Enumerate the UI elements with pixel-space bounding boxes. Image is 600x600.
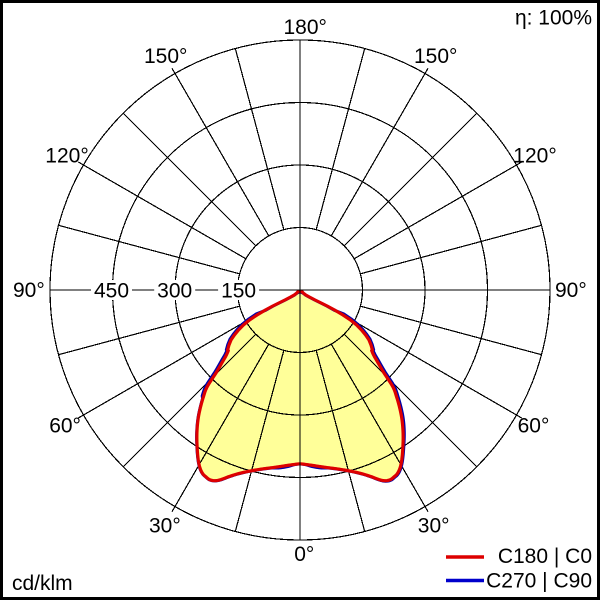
svg-text:30°: 30° (418, 515, 450, 538)
svg-text:120°: 120° (513, 144, 556, 167)
svg-text:30°: 30° (149, 515, 181, 538)
svg-text:90°: 90° (13, 279, 45, 302)
svg-text:300: 300 (157, 280, 192, 303)
svg-text:60°: 60° (518, 415, 550, 438)
svg-text:90°: 90° (555, 279, 587, 302)
svg-text:180°: 180° (284, 16, 327, 39)
svg-text:60°: 60° (49, 415, 81, 438)
svg-text:0°: 0° (294, 543, 314, 566)
svg-text:C270 | C90: C270 | C90 (486, 570, 592, 593)
svg-text:150°: 150° (144, 45, 187, 68)
svg-text:150: 150 (221, 280, 256, 303)
svg-text:450: 450 (94, 280, 129, 303)
svg-text:cd/klm: cd/klm (12, 572, 73, 595)
svg-text:η: 100%: η: 100% (515, 7, 592, 30)
svg-text:150°: 150° (414, 45, 457, 68)
svg-text:C180 | C0: C180 | C0 (498, 545, 592, 568)
svg-text:120°: 120° (45, 144, 88, 167)
